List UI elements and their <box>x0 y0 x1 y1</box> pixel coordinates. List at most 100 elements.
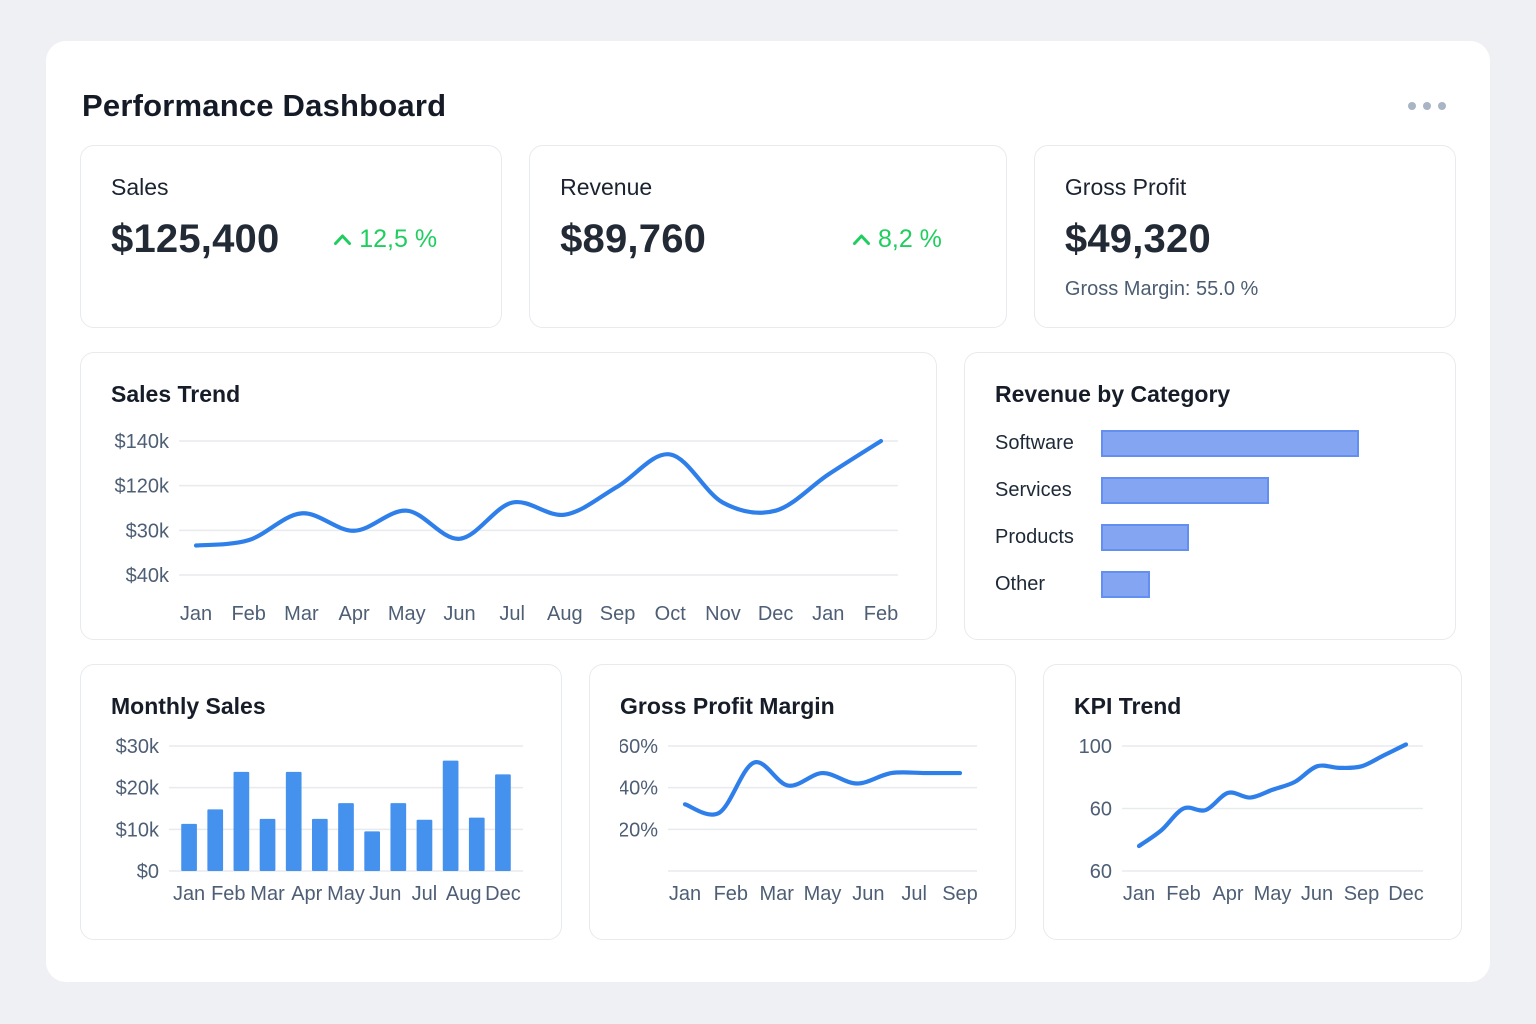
kpi-trend-chart: 100 60 60 Jan Feb Apr May Jun Sep Dec <box>1079 736 1424 905</box>
x-tick-label: Jun <box>369 883 401 905</box>
revenue-by-category-card: Revenue by Category Software Services Prod… <box>964 352 1456 640</box>
bar <box>259 818 276 871</box>
category-bar-track <box>1101 571 1391 598</box>
y-tick-label: 60% <box>620 736 658 758</box>
y-tick-label: $10k <box>116 819 160 841</box>
x-tick-label: Dec <box>1388 883 1424 905</box>
x-tick-label: Mar <box>759 883 794 905</box>
kpi-delta: 12,5 % <box>333 225 437 254</box>
category-row: Other <box>995 571 1425 598</box>
y-tick-label: $0 <box>137 861 159 883</box>
x-tick-label: Dec <box>758 603 794 625</box>
kpi-value: $49,320 <box>1064 217 1211 261</box>
category-label: Software <box>995 432 1074 454</box>
x-tick-label: Dec <box>485 883 521 905</box>
x-tick-label: Sep <box>600 603 636 625</box>
x-tick-label: Oct <box>655 603 687 625</box>
x-tick-label: Jul <box>901 883 927 905</box>
x-tick-label: May <box>327 883 365 905</box>
category-row: Services <box>995 477 1425 504</box>
x-tick-label: Feb <box>1166 883 1200 905</box>
chart-title: Monthly Sales <box>111 693 266 719</box>
bar <box>338 803 354 871</box>
category-bar-track <box>1101 430 1391 457</box>
y-tick-label: 60 <box>1090 799 1112 821</box>
sales-trend-chart: $140k $120k $30k $40k Jan Feb Mar Apr May Jun Jul A… <box>115 431 899 625</box>
x-tick-label: Jun <box>443 603 475 625</box>
sales-kpi-card: Sales $125,400 12,5 % <box>80 145 503 328</box>
gross-profit-kpi-card: Gross Profit $49,320 Gross Margin: 55.0 … <box>1033 145 1456 328</box>
x-tick-label: Jan <box>180 603 212 625</box>
bar <box>285 771 302 871</box>
kpi-value: $125,400 <box>111 217 280 261</box>
bar <box>416 819 433 871</box>
y-tick-label: $120k <box>115 476 170 498</box>
line-series <box>193 438 884 548</box>
category-bar <box>1101 571 1151 598</box>
category-label: Other <box>995 573 1046 595</box>
page-title: Performance Dashboard <box>82 88 447 123</box>
x-tick-label: May <box>1254 883 1292 905</box>
x-tick-label: Sep <box>942 883 978 905</box>
monthly-sales-chart: $30k $20k $10k $0 Jan Feb Mar Apr May Jun Jul Aug De… <box>116 736 523 905</box>
kpi-label: Gross Profit <box>1064 174 1187 200</box>
gross-profit-margin-chart: 60% 40% 20% Jan Feb Mar May Jun Jul Sep <box>618 736 978 905</box>
x-tick-label: Jun <box>852 883 884 905</box>
x-tick-label: Jan <box>1123 883 1155 905</box>
x-tick-label: Jun <box>1301 883 1333 905</box>
x-tick-label: Nov <box>705 603 741 625</box>
bar <box>207 809 224 871</box>
chart-title: Revenue by Category <box>995 381 1231 407</box>
bar <box>181 823 197 871</box>
x-tick-label: Sep <box>1344 883 1380 905</box>
x-tick-label: Apr <box>339 603 370 625</box>
y-tick-label: $140k <box>115 431 170 453</box>
arrow-up-icon <box>334 234 352 245</box>
y-tick-label: $40k <box>126 565 170 587</box>
monthly-sales-card: Monthly Sales $30k $20k $10k $0 Jan Feb Mar Apr… <box>80 664 562 940</box>
gross-margin-note: Gross Margin: 55.0 % <box>1064 278 1259 300</box>
bottom-row: Monthly Sales $30k $20k $10k $0 Jan Feb Mar Apr… <box>80 664 1462 940</box>
y-tick-label: $30k <box>126 520 170 542</box>
kpi-label: Revenue <box>560 174 653 200</box>
kpi-label: Sales <box>111 174 169 200</box>
y-tick-label: 100 <box>1079 736 1112 758</box>
category-label: Products <box>995 526 1074 548</box>
category-bar <box>1101 524 1189 551</box>
x-tick-label: Aug <box>547 603 583 625</box>
chart-title: Gross Profit Margin <box>620 693 835 719</box>
ellipsis-menu-icon[interactable] <box>1400 94 1454 118</box>
bar <box>390 803 407 871</box>
kpi-trend-card: KPI Trend 100 60 60 Jan Feb Apr May Jun Sep Dec <box>1043 664 1462 940</box>
x-tick-label: May <box>804 883 842 905</box>
x-tick-label: Jan <box>669 883 701 905</box>
category-bar <box>1101 430 1360 457</box>
bar <box>312 818 328 871</box>
x-tick-label: Mar <box>284 603 319 625</box>
gross-profit-margin-card: Gross Profit Margin 60% 40% 20% Jan Feb Mar Ma… <box>589 664 1016 940</box>
x-tick-label: May <box>388 603 426 625</box>
x-tick-label: Feb <box>714 883 748 905</box>
arrow-up-icon <box>852 234 870 245</box>
x-tick-label: Feb <box>864 603 898 625</box>
category-bar <box>1101 477 1269 504</box>
category-row: Products <box>995 524 1425 551</box>
x-tick-label: Jan <box>812 603 844 625</box>
middle-row: Sales Trend $140k $120k $30k $40k Jan Feb Mar A… <box>80 352 1456 640</box>
y-tick-label: 40% <box>620 778 658 800</box>
category-bar-track <box>1101 477 1391 504</box>
x-tick-label: Aug <box>446 883 482 905</box>
x-tick-label: Jul <box>499 603 525 625</box>
bar <box>442 760 459 871</box>
category-row: Software <box>995 430 1425 457</box>
y-tick-label: 20% <box>620 819 658 841</box>
kpi-value: $89,760 <box>560 217 707 261</box>
category-bars: Software Services Products Other <box>995 430 1425 598</box>
bar <box>468 817 485 871</box>
x-tick-label: Apr <box>1212 883 1243 905</box>
y-tick-label: $20k <box>116 778 160 800</box>
category-bar-track <box>1101 524 1391 551</box>
y-tick-label: $30k <box>116 736 160 758</box>
chart-title: KPI Trend <box>1074 693 1182 719</box>
kpi-delta: 8,2 % <box>852 225 942 254</box>
